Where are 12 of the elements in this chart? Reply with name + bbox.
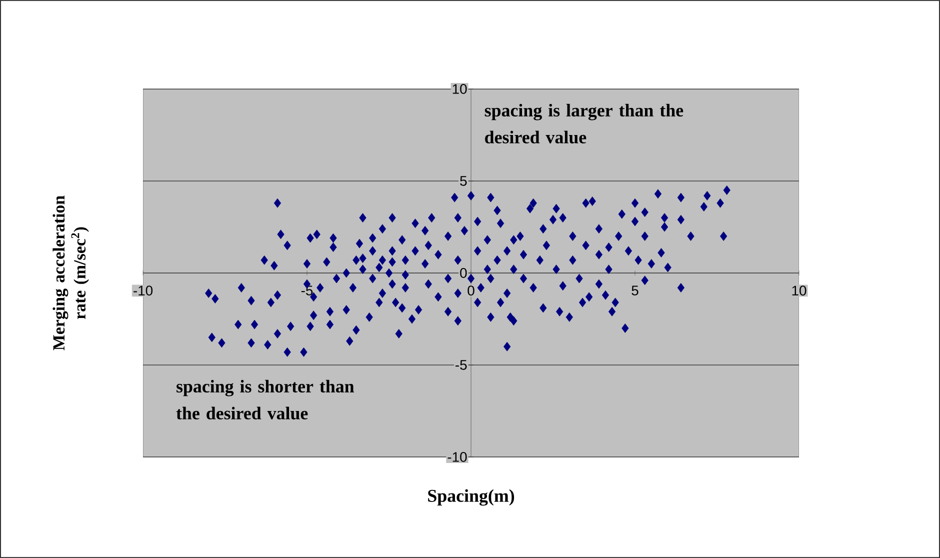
- x-axis-title: Spacing(m): [428, 489, 514, 506]
- annotation: spacing is larger than the desired value: [484, 104, 684, 144]
- x-tick-label: 5: [632, 286, 638, 296]
- y-tick-label: -5: [456, 360, 467, 370]
- x-tick-label: -10: [134, 286, 153, 296]
- y-tick-label: 0: [460, 268, 467, 278]
- y-tick-label: 10: [452, 84, 467, 94]
- annotation: spacing is shorter than the desired value: [176, 380, 354, 420]
- x-tick-label: 10: [792, 286, 806, 296]
- x-tick-label: 0: [468, 286, 474, 296]
- y-tick-label: -10: [448, 452, 467, 462]
- y-tick-label: 5: [460, 176, 467, 186]
